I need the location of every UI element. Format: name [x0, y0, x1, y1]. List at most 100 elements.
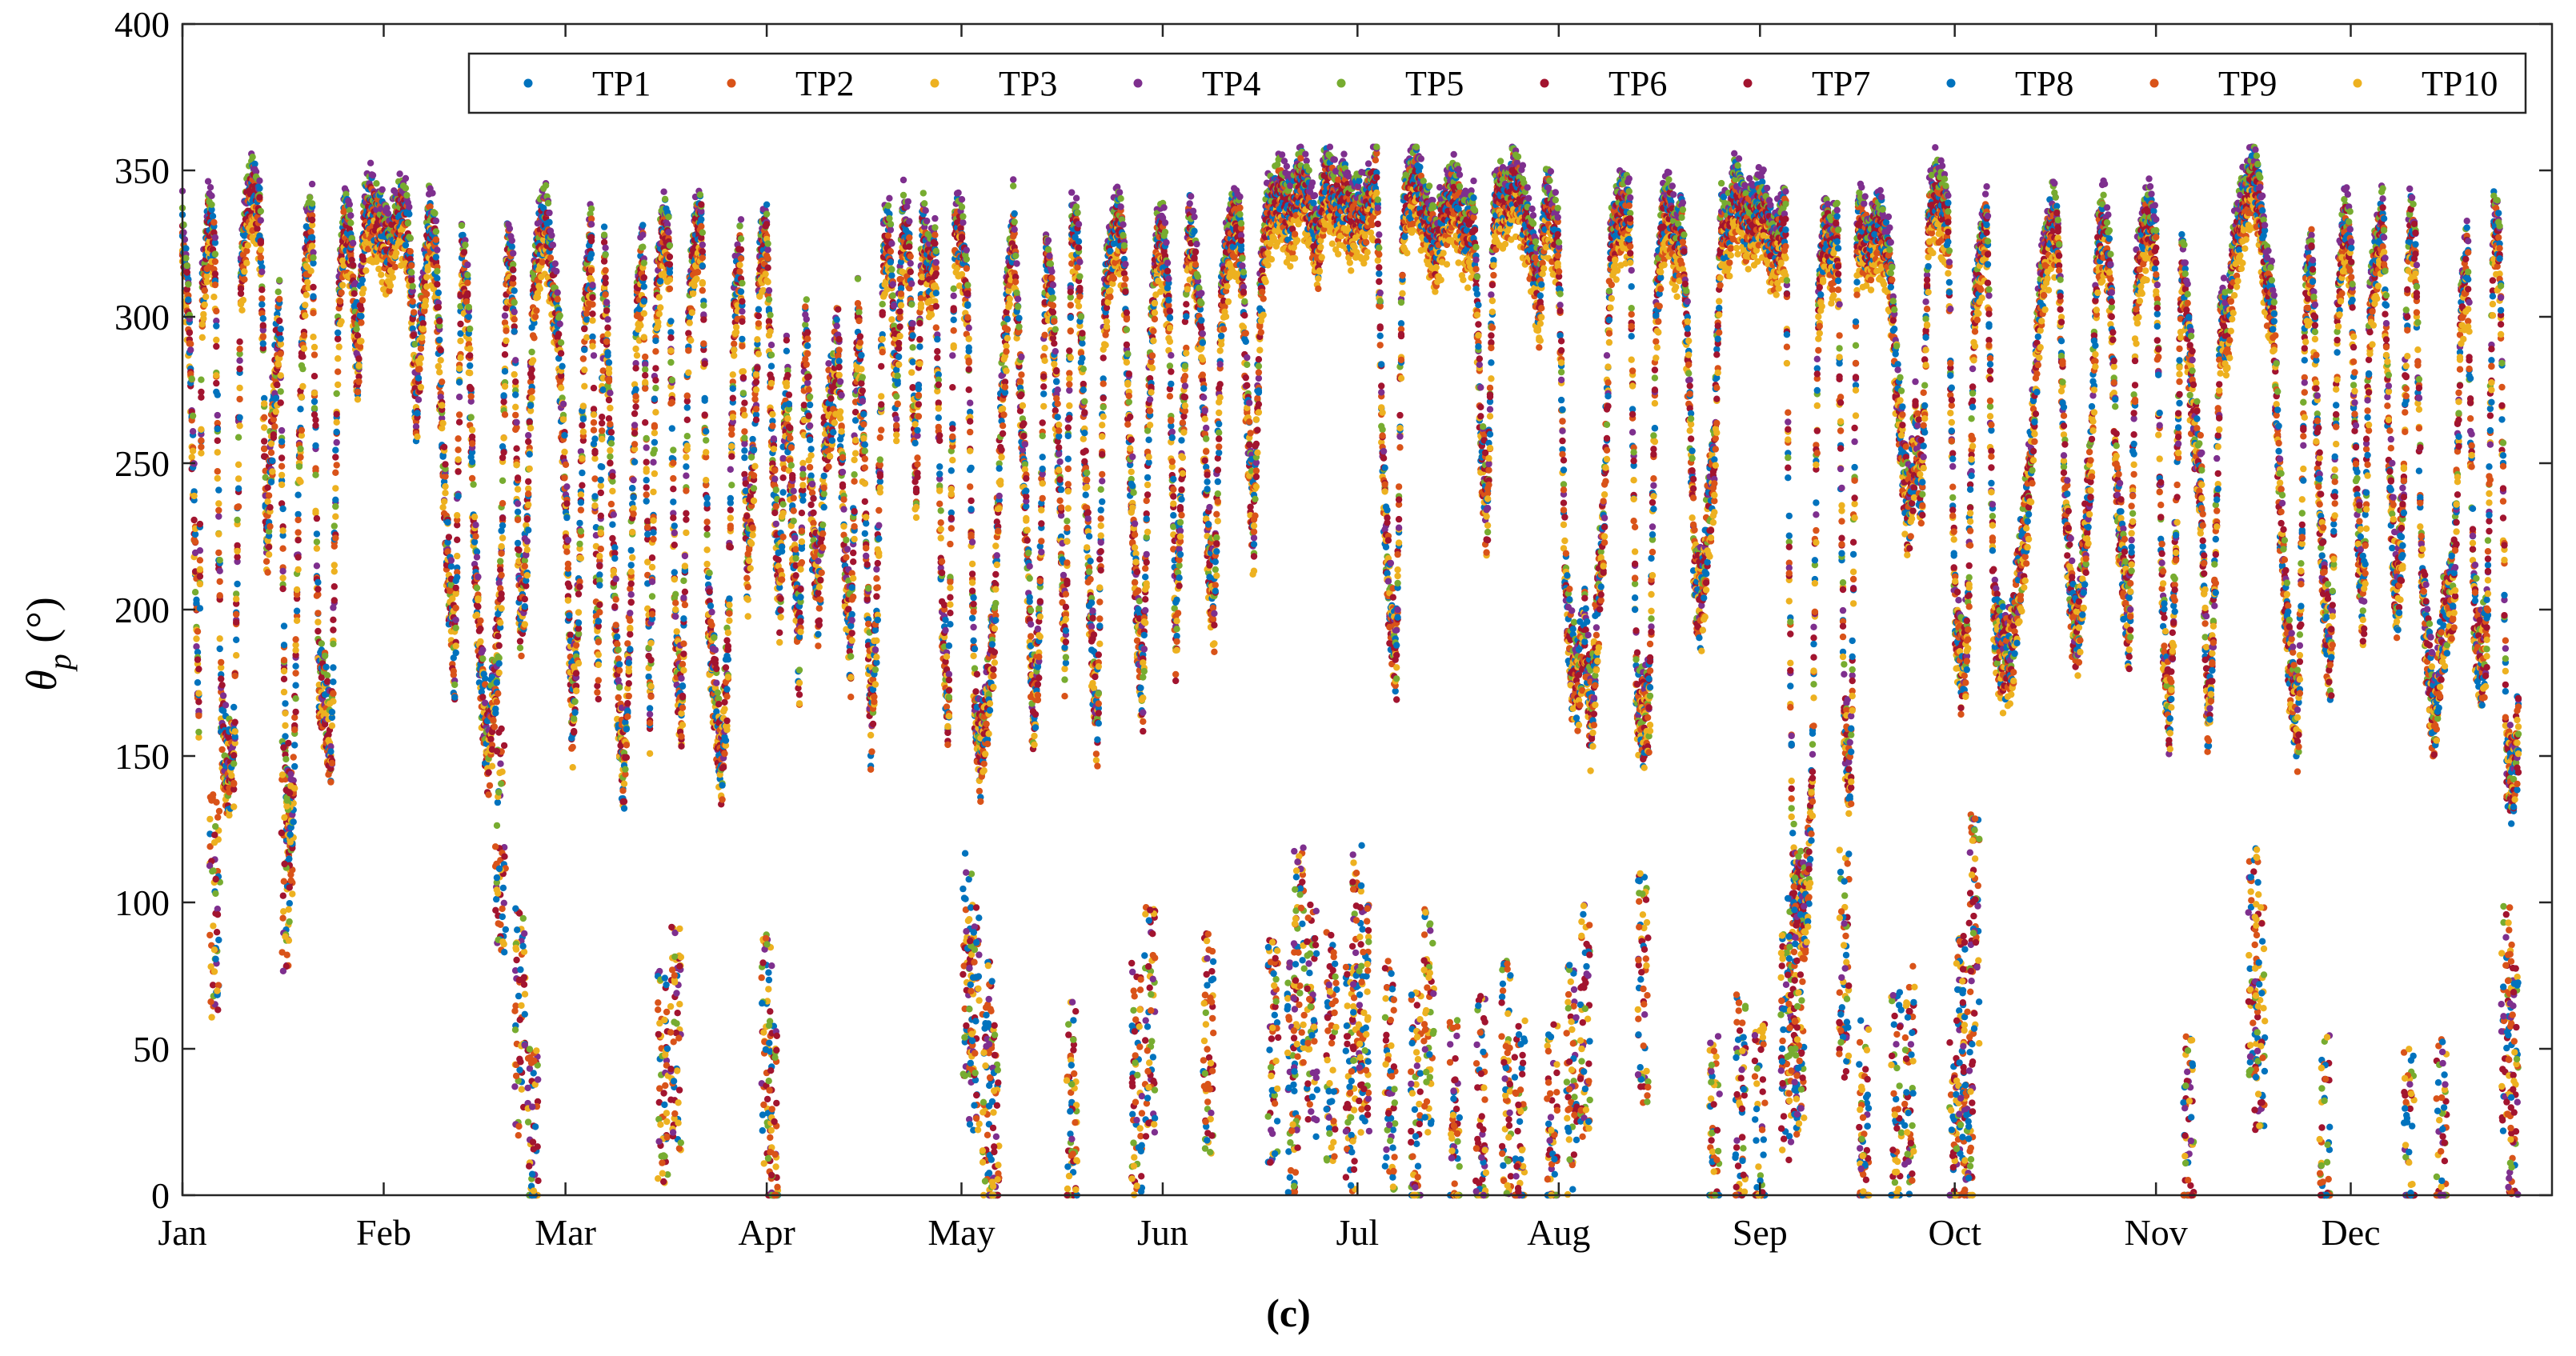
data-point-tp9 [646, 719, 654, 726]
data-point-tp8 [521, 602, 528, 610]
data-point-tp9 [666, 285, 674, 293]
data-point-tp10 [307, 267, 314, 274]
data-point-tp10 [228, 772, 235, 779]
data-point-tp4 [189, 428, 197, 435]
data-point-tp9 [468, 440, 476, 447]
data-point-tp9 [595, 638, 602, 646]
data-point-tp4 [259, 326, 266, 334]
data-point-tp5 [208, 201, 215, 208]
data-point-tp1 [277, 326, 284, 333]
data-point-tp5 [191, 589, 199, 596]
data-point-tp8 [683, 463, 690, 470]
data-point-tp4 [429, 190, 436, 197]
data-point-tp5 [465, 303, 472, 311]
data-point-tp4 [257, 217, 264, 224]
data-point-tp4 [195, 707, 202, 715]
data-point-tp8 [455, 378, 463, 386]
data-point-tp3 [672, 606, 679, 614]
data-point-tp9 [294, 529, 302, 536]
data-point-tp1 [643, 477, 650, 484]
data-point-tp1 [559, 362, 566, 370]
data-point-tp6 [512, 378, 519, 386]
data-point-tp9 [291, 726, 298, 734]
data-point-tp7 [442, 461, 449, 468]
data-point-tp1 [465, 313, 472, 321]
data-point-tp10 [310, 390, 318, 397]
data-point-tp2 [737, 255, 745, 262]
data-point-tp1 [668, 425, 675, 432]
data-point-tp6 [700, 316, 707, 323]
data-point-tp7 [605, 396, 613, 404]
data-point-tp10 [231, 728, 238, 735]
data-point-tp2 [569, 743, 576, 751]
data-point-tp4 [208, 192, 215, 199]
data-point-tp6 [308, 216, 316, 224]
data-point-tp6 [264, 484, 271, 491]
data-point-tp3 [387, 282, 395, 290]
data-point-tp1 [230, 703, 238, 711]
data-point-tp5 [321, 652, 329, 660]
data-point-tp6 [723, 637, 731, 644]
data-point-tp3 [332, 485, 339, 492]
data-point-tp9 [563, 548, 571, 555]
data-point-tp7 [666, 261, 674, 268]
data-point-tp8 [597, 476, 604, 484]
data-point-tp10 [744, 613, 751, 620]
data-point-tp10 [629, 529, 636, 536]
data-point-tp6 [607, 429, 615, 436]
data-point-tp10 [375, 266, 383, 273]
data-point-tp2 [612, 596, 619, 603]
data-point-tp2 [464, 279, 471, 286]
data-point-tp2 [650, 535, 657, 543]
data-point-tp10 [536, 285, 543, 293]
data-point-tp1 [194, 649, 202, 656]
data-point-tp2 [258, 295, 266, 302]
data-point-tp10 [678, 710, 685, 717]
data-point-tp8 [581, 346, 588, 354]
data-point-tp8 [604, 352, 611, 359]
data-point-tp6 [620, 798, 628, 806]
data-point-tp5 [739, 279, 746, 287]
data-point-tp9 [297, 454, 304, 461]
data-point-tp9 [647, 693, 655, 700]
data-point-tp8 [657, 278, 664, 285]
data-point-tp7 [600, 258, 608, 265]
data-point-tp9 [230, 780, 238, 788]
data-point-tp9 [623, 742, 631, 749]
data-point-tp5 [211, 250, 219, 258]
data-point-tp9 [615, 694, 622, 702]
data-point-tp9 [266, 522, 274, 530]
data-point-tp3 [272, 408, 279, 415]
data-point-tp10 [234, 547, 241, 555]
data-point-tp1 [434, 274, 441, 282]
data-point-tp4 [708, 608, 715, 616]
data-point-tp8 [652, 337, 659, 345]
data-point-tp9 [741, 428, 748, 435]
data-point-tp2 [291, 714, 298, 721]
data-point-tp4 [501, 312, 509, 319]
data-point-tp9 [644, 523, 651, 531]
data-point-tp10 [289, 890, 296, 898]
data-point-tp7 [196, 573, 204, 580]
data-point-tp10 [454, 512, 461, 519]
data-point-tp7 [678, 742, 685, 750]
data-point-tp10 [439, 504, 447, 511]
data-point-tp1 [214, 391, 221, 398]
data-point-tp4 [523, 538, 531, 545]
data-point-tp10 [338, 318, 345, 325]
data-point-tp8 [327, 748, 335, 755]
data-point-tp5 [312, 471, 319, 478]
data-point-tp6 [739, 374, 747, 382]
data-point-tp4 [473, 554, 481, 561]
data-point-tp3 [439, 419, 447, 427]
data-point-tp6 [596, 601, 603, 609]
data-point-tp1 [211, 239, 219, 246]
data-point-tp3 [279, 574, 286, 582]
data-point-tp5 [556, 312, 563, 319]
data-point-tp10 [439, 402, 446, 409]
data-point-tp1 [615, 661, 623, 668]
data-point-tp8 [623, 726, 631, 733]
data-point-tp10 [693, 275, 700, 282]
data-point-tp6 [698, 201, 705, 208]
data-point-tp6 [605, 415, 613, 422]
